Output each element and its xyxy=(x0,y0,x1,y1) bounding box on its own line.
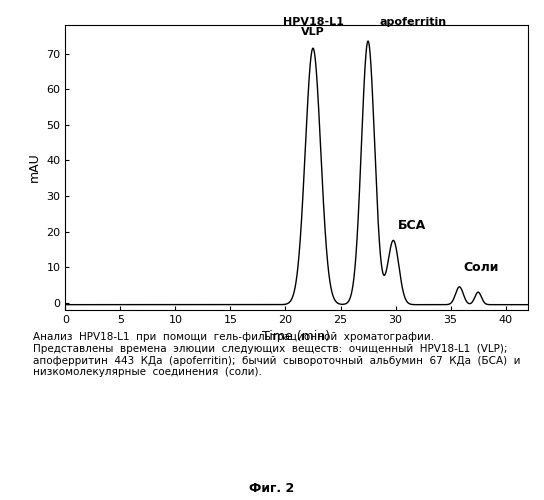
Text: Анализ  HPV18-L1  при  помощи  гель-фильтрационной  хроматографии.
Представлены : Анализ HPV18-L1 при помощи гель-фильтрац… xyxy=(33,332,520,378)
Text: HPV18-L1: HPV18-L1 xyxy=(282,17,343,27)
Text: Фиг. 2: Фиг. 2 xyxy=(249,482,295,495)
Y-axis label: mAU: mAU xyxy=(28,152,41,182)
X-axis label: Time (min): Time (min) xyxy=(263,330,331,344)
Text: VLP: VLP xyxy=(301,28,325,38)
Text: Соли: Соли xyxy=(464,262,499,274)
Text: apoferritin: apoferritin xyxy=(379,17,446,27)
Text: БСА: БСА xyxy=(398,218,426,232)
